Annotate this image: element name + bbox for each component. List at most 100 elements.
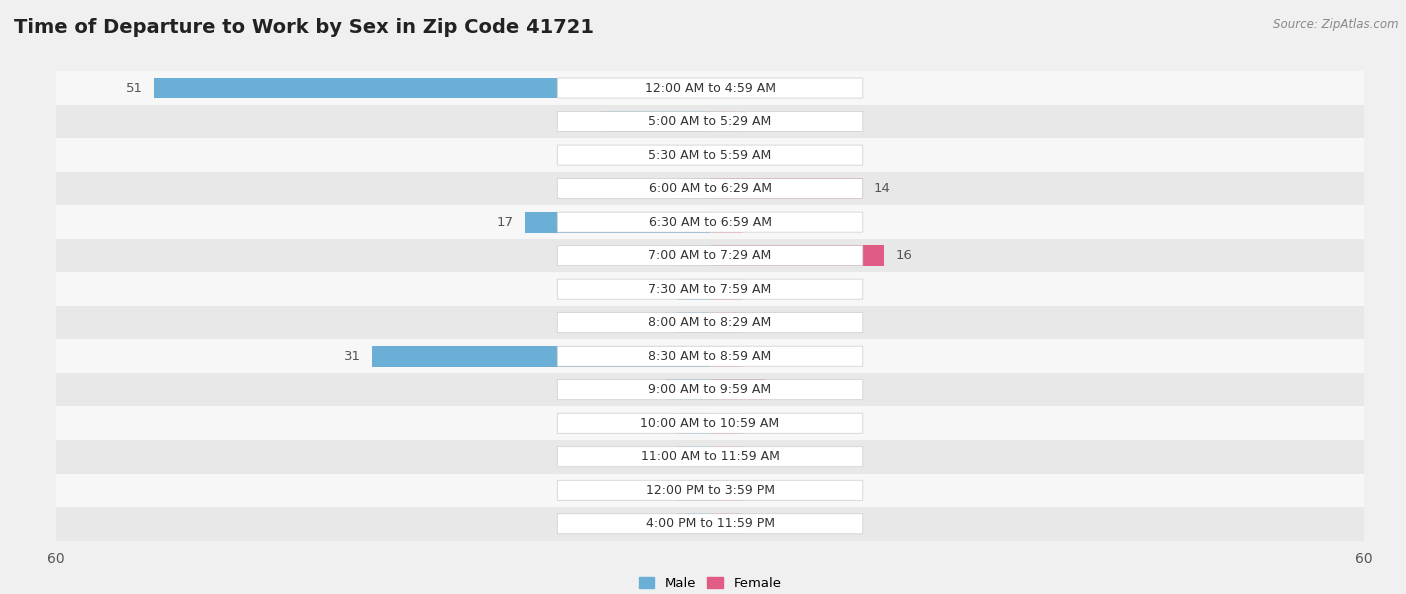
Bar — [678, 513, 710, 534]
Bar — [710, 446, 742, 467]
Bar — [56, 172, 1364, 206]
Bar — [710, 279, 742, 299]
Bar — [678, 245, 710, 266]
Text: 17: 17 — [496, 216, 515, 229]
Bar — [710, 111, 742, 132]
Text: 6:00 AM to 6:29 AM: 6:00 AM to 6:29 AM — [648, 182, 772, 195]
Text: 5:30 AM to 5:59 AM: 5:30 AM to 5:59 AM — [648, 148, 772, 162]
Bar — [524, 211, 710, 232]
Bar — [710, 380, 765, 400]
Text: 0: 0 — [658, 249, 666, 262]
Text: 0: 0 — [754, 216, 762, 229]
Text: 0: 0 — [658, 517, 666, 530]
Text: Source: ZipAtlas.com: Source: ZipAtlas.com — [1274, 18, 1399, 31]
Text: 0: 0 — [658, 450, 666, 463]
Bar — [678, 312, 710, 333]
FancyBboxPatch shape — [557, 145, 863, 165]
Text: 0: 0 — [754, 417, 762, 429]
Text: 51: 51 — [127, 81, 143, 94]
FancyBboxPatch shape — [557, 312, 863, 333]
Text: 8:00 AM to 8:29 AM: 8:00 AM to 8:29 AM — [648, 316, 772, 329]
Text: 0: 0 — [754, 517, 762, 530]
Text: 11:00 AM to 11:59 AM: 11:00 AM to 11:59 AM — [641, 450, 779, 463]
Text: 8: 8 — [603, 148, 612, 162]
Text: 0: 0 — [754, 316, 762, 329]
Bar — [710, 178, 862, 199]
FancyBboxPatch shape — [557, 245, 863, 266]
Text: 4: 4 — [647, 383, 655, 396]
FancyBboxPatch shape — [557, 514, 863, 534]
Bar — [373, 346, 710, 366]
Text: 4:00 PM to 11:59 PM: 4:00 PM to 11:59 PM — [645, 517, 775, 530]
Text: 10:00 AM to 10:59 AM: 10:00 AM to 10:59 AM — [641, 417, 779, 429]
Text: 5:00 AM to 5:29 AM: 5:00 AM to 5:29 AM — [648, 115, 772, 128]
FancyBboxPatch shape — [557, 346, 863, 366]
Text: 0: 0 — [658, 417, 666, 429]
Text: 3: 3 — [658, 316, 666, 329]
Bar — [710, 78, 742, 99]
Text: 0: 0 — [754, 450, 762, 463]
FancyBboxPatch shape — [557, 279, 863, 299]
Text: 0: 0 — [658, 283, 666, 296]
Bar — [678, 446, 710, 467]
Bar — [678, 279, 710, 299]
Bar — [56, 440, 1364, 473]
Text: 0: 0 — [658, 182, 666, 195]
Bar — [623, 145, 710, 166]
FancyBboxPatch shape — [557, 380, 863, 400]
Bar — [56, 138, 1364, 172]
FancyBboxPatch shape — [557, 413, 863, 433]
Bar — [56, 273, 1364, 306]
Bar — [710, 346, 742, 366]
Bar — [666, 380, 710, 400]
Bar — [710, 480, 742, 501]
Text: 7:00 AM to 7:29 AM: 7:00 AM to 7:29 AM — [648, 249, 772, 262]
Text: 16: 16 — [896, 249, 912, 262]
Text: 9:00 AM to 9:59 AM: 9:00 AM to 9:59 AM — [648, 383, 772, 396]
FancyBboxPatch shape — [557, 78, 863, 98]
FancyBboxPatch shape — [557, 480, 863, 500]
Bar — [678, 480, 710, 501]
Bar — [710, 145, 742, 166]
Text: 12:00 PM to 3:59 PM: 12:00 PM to 3:59 PM — [645, 484, 775, 497]
Bar — [710, 211, 742, 232]
Bar — [56, 105, 1364, 138]
Text: 8:30 AM to 8:59 AM: 8:30 AM to 8:59 AM — [648, 350, 772, 363]
Bar — [56, 507, 1364, 541]
Text: 14: 14 — [873, 182, 890, 195]
FancyBboxPatch shape — [557, 447, 863, 467]
Text: Time of Departure to Work by Sex in Zip Code 41721: Time of Departure to Work by Sex in Zip … — [14, 18, 595, 37]
Bar — [710, 513, 742, 534]
Bar — [56, 339, 1364, 373]
FancyBboxPatch shape — [557, 212, 863, 232]
Text: 0: 0 — [754, 484, 762, 497]
FancyBboxPatch shape — [557, 112, 863, 132]
Text: 10: 10 — [574, 115, 591, 128]
Bar — [56, 71, 1364, 105]
Text: 12:00 AM to 4:59 AM: 12:00 AM to 4:59 AM — [644, 81, 776, 94]
Text: 0: 0 — [658, 484, 666, 497]
Bar — [56, 239, 1364, 273]
Text: 7:30 AM to 7:59 AM: 7:30 AM to 7:59 AM — [648, 283, 772, 296]
Bar — [678, 413, 710, 434]
Bar — [710, 245, 884, 266]
Text: 0: 0 — [754, 148, 762, 162]
Text: 31: 31 — [344, 350, 361, 363]
Bar — [710, 312, 742, 333]
Text: 5: 5 — [776, 383, 785, 396]
Bar — [155, 78, 710, 99]
Legend: Male, Female: Male, Female — [633, 571, 787, 594]
Text: 0: 0 — [754, 115, 762, 128]
Bar — [678, 178, 710, 199]
Bar — [56, 306, 1364, 339]
Text: 6:30 AM to 6:59 AM: 6:30 AM to 6:59 AM — [648, 216, 772, 229]
Bar — [56, 473, 1364, 507]
Bar — [56, 406, 1364, 440]
Bar — [602, 111, 710, 132]
Bar — [710, 413, 742, 434]
FancyBboxPatch shape — [557, 179, 863, 198]
Bar — [56, 206, 1364, 239]
Text: 0: 0 — [754, 81, 762, 94]
Text: 0: 0 — [754, 350, 762, 363]
Bar — [56, 373, 1364, 406]
